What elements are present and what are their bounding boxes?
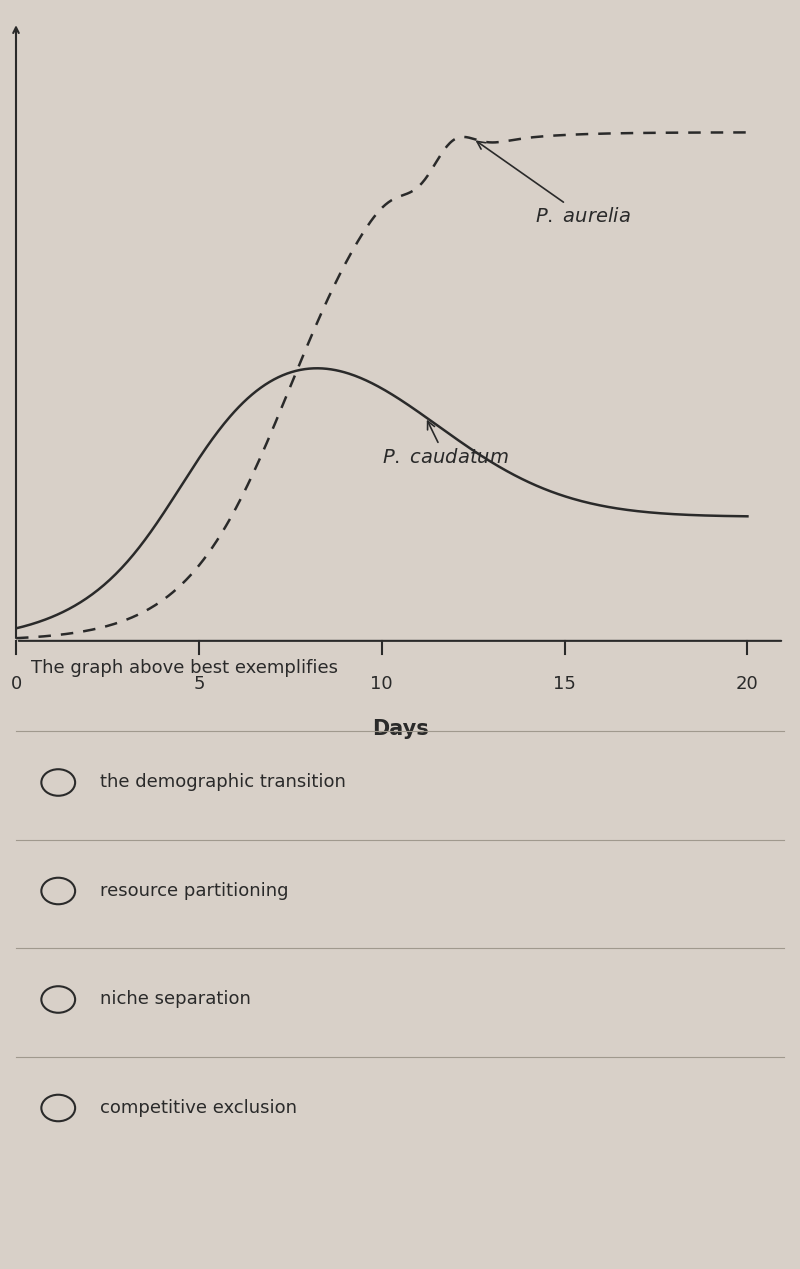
Text: niche separation: niche separation: [101, 991, 251, 1009]
Text: 10: 10: [370, 675, 393, 693]
Text: 15: 15: [553, 675, 576, 693]
Text: resource partitioning: resource partitioning: [101, 882, 289, 900]
Text: 5: 5: [193, 675, 205, 693]
Text: competitive exclusion: competitive exclusion: [101, 1099, 298, 1117]
Text: $\it{P.}$ $\it{caudatum}$: $\it{P.}$ $\it{caudatum}$: [382, 421, 509, 467]
Text: 0: 0: [10, 675, 22, 693]
Text: Days: Days: [372, 720, 428, 740]
Text: $\it{P.}$ $\it{aurelia}$: $\it{P.}$ $\it{aurelia}$: [477, 141, 631, 226]
Text: 20: 20: [736, 675, 759, 693]
Text: the demographic transition: the demographic transition: [101, 774, 346, 792]
Text: The graph above best exemplifies: The graph above best exemplifies: [31, 659, 338, 676]
